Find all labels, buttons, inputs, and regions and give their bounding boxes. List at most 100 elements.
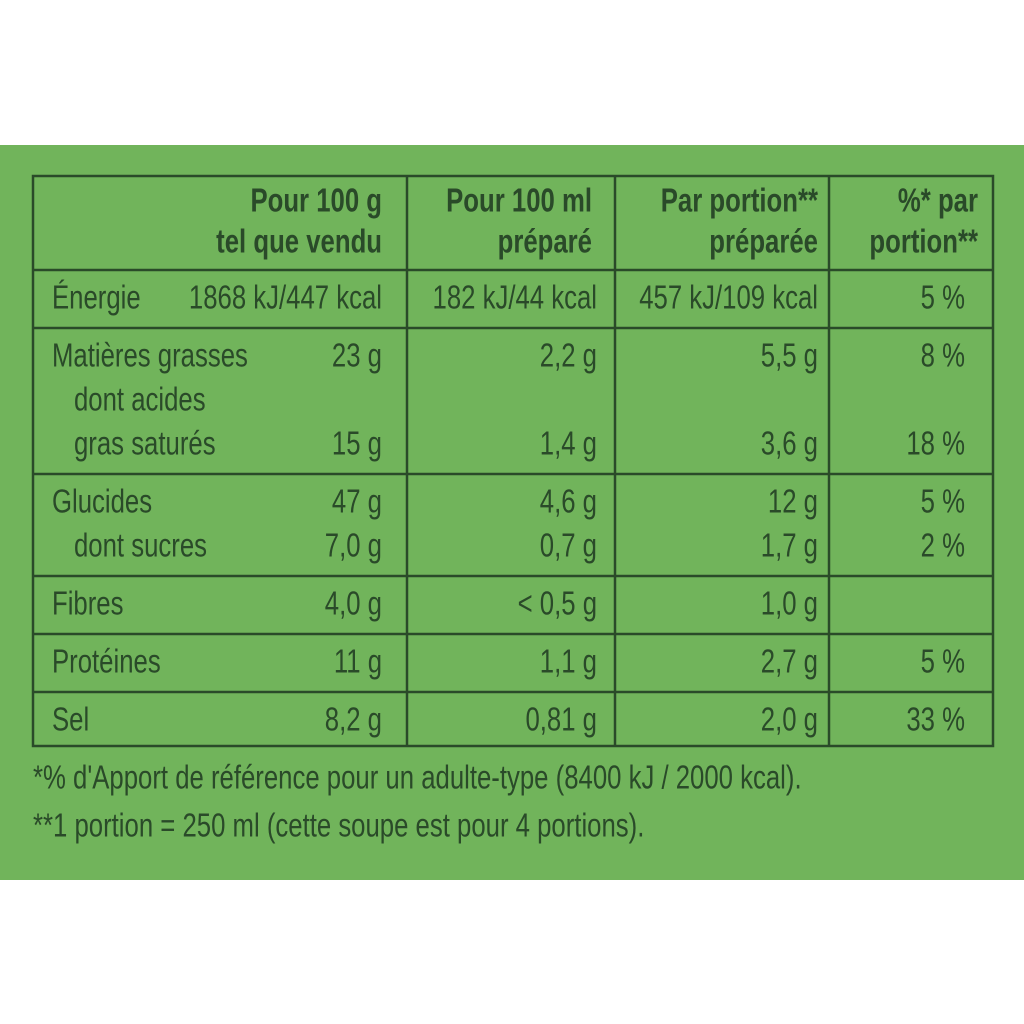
- header-text: préparée: [709, 224, 818, 261]
- row-label-group: Énergie: [52, 280, 141, 317]
- cell-value: 33 %: [906, 702, 965, 739]
- footnote-group: *% d'Apport de référence pour un adulte-…: [33, 760, 802, 797]
- header-text-group: préparé: [498, 224, 592, 261]
- cell-value: 0,7 g: [540, 528, 597, 565]
- header-text: tel que vendu: [216, 224, 382, 261]
- cell-value: 1,0 g: [761, 586, 818, 623]
- footnote-group: **1 portion = 250 ml (cette soupe est po…: [33, 808, 644, 845]
- cell-value-group: 1,4 g: [540, 426, 597, 463]
- row-label-group: Fibres: [52, 586, 123, 623]
- row-label: Glucides: [52, 484, 152, 521]
- cell-value: < 0,5 g: [518, 586, 597, 623]
- cell-value: 457 kJ/109 kcal: [639, 280, 818, 317]
- cell-value-group: 33 %: [906, 702, 965, 739]
- header-text: Par portion**: [661, 183, 819, 220]
- header-text-group: préparée: [709, 224, 818, 261]
- cell-value-group: 2,0 g: [761, 702, 818, 739]
- row-label: Protéines: [52, 644, 161, 681]
- header-text: portion**: [869, 224, 978, 261]
- cell-value-group: 0,7 g: [540, 528, 597, 565]
- cell-value: 5 %: [921, 280, 965, 317]
- cell-value: 1,7 g: [761, 528, 818, 565]
- cell-value-group: 1,1 g: [540, 644, 597, 681]
- cell-value: 12 g: [768, 484, 818, 521]
- row-label-group: gras saturés: [74, 426, 216, 463]
- cell-value: 5 %: [921, 644, 965, 681]
- header-text-group: Pour 100 g: [250, 183, 382, 220]
- row-label: Énergie: [52, 280, 141, 317]
- cell-value: 4,6 g: [540, 484, 597, 521]
- row-label: dont acides: [74, 382, 206, 419]
- cell-value: 2,7 g: [761, 644, 818, 681]
- cell-value-group: 18 %: [906, 426, 965, 463]
- cell-value-group: 5 %: [921, 484, 965, 521]
- row-label-group: dont acides: [74, 382, 206, 419]
- cell-value: 5 %: [921, 484, 965, 521]
- cell-value: 18 %: [906, 426, 965, 463]
- footnote: **1 portion = 250 ml (cette soupe est po…: [33, 808, 644, 845]
- header-text: %* par: [898, 183, 978, 220]
- table-border: [31, 174, 995, 748]
- row-label-group: Protéines: [52, 644, 161, 681]
- row-label-group: Glucides: [52, 484, 152, 521]
- footnote: *% d'Apport de référence pour un adulte-…: [33, 760, 802, 797]
- cell-value: 8 %: [921, 338, 965, 375]
- cell-value-group: 2,2 g: [540, 338, 597, 375]
- header-text: préparé: [498, 224, 592, 261]
- cell-value: 182 kJ/44 kcal: [433, 280, 597, 317]
- cell-value-group: < 0,5 g: [518, 586, 597, 623]
- header-text-group: tel que vendu: [216, 224, 382, 261]
- cell-value: 1,4 g: [540, 426, 597, 463]
- cell-value: 3,6 g: [761, 426, 818, 463]
- row-label: Fibres: [52, 586, 123, 623]
- cell-value-group: 47 g: [332, 484, 382, 521]
- cell-value: 2,0 g: [761, 702, 818, 739]
- cell-value: 47 g: [332, 484, 382, 521]
- cell-value: 0,81 g: [525, 702, 597, 739]
- cell-value-group: 23 g: [332, 338, 382, 375]
- cell-value: 15 g: [332, 426, 382, 463]
- row-label: Sel: [52, 702, 89, 739]
- cell-value: 2,2 g: [540, 338, 597, 375]
- cell-value: 2 %: [921, 528, 965, 565]
- cell-value-group: 5 %: [921, 280, 965, 317]
- cell-value: 4,0 g: [325, 586, 382, 623]
- cell-value-group: 15 g: [332, 426, 382, 463]
- cell-value-group: 7,0 g: [325, 528, 382, 565]
- row-label: Matières grasses: [52, 338, 248, 375]
- cell-value: 5,5 g: [761, 338, 818, 375]
- cell-value-group: 12 g: [768, 484, 818, 521]
- cell-value: 23 g: [332, 338, 382, 375]
- cell-value: 8,2 g: [325, 702, 382, 739]
- green-background: [0, 145, 1024, 880]
- row-label-group: Sel: [52, 702, 89, 739]
- cell-value-group: 4,0 g: [325, 586, 382, 623]
- cell-value-group: 0,81 g: [525, 702, 597, 739]
- header-text-group: portion**: [869, 224, 978, 261]
- cell-value: 1,1 g: [540, 644, 597, 681]
- header-text: Pour 100 ml: [446, 183, 592, 220]
- cell-value: 7,0 g: [325, 528, 382, 565]
- cell-value-group: 5 %: [921, 644, 965, 681]
- cell-value-group: 457 kJ/109 kcal: [639, 280, 818, 317]
- cell-value-group: 182 kJ/44 kcal: [433, 280, 597, 317]
- header-text-group: %* par: [898, 183, 978, 220]
- cell-value-group: 8,2 g: [325, 702, 382, 739]
- cell-value-group: 4,6 g: [540, 484, 597, 521]
- row-label-group: dont sucres: [74, 528, 207, 565]
- header-text-group: Par portion**: [661, 183, 819, 220]
- header-text-group: Pour 100 ml: [446, 183, 592, 220]
- row-label: gras saturés: [74, 426, 216, 463]
- cell-value: 1868 kJ/447 kcal: [189, 280, 382, 317]
- cell-value-group: 1868 kJ/447 kcal: [189, 280, 382, 317]
- header-text: Pour 100 g: [250, 183, 382, 220]
- row-label: dont sucres: [74, 528, 207, 565]
- cell-value-group: 11 g: [334, 644, 382, 681]
- cell-value-group: 2,7 g: [761, 644, 818, 681]
- cell-value: 11 g: [334, 644, 382, 681]
- cell-value-group: 8 %: [921, 338, 965, 375]
- cell-value-group: 1,7 g: [761, 528, 818, 565]
- cell-value-group: 5,5 g: [761, 338, 818, 375]
